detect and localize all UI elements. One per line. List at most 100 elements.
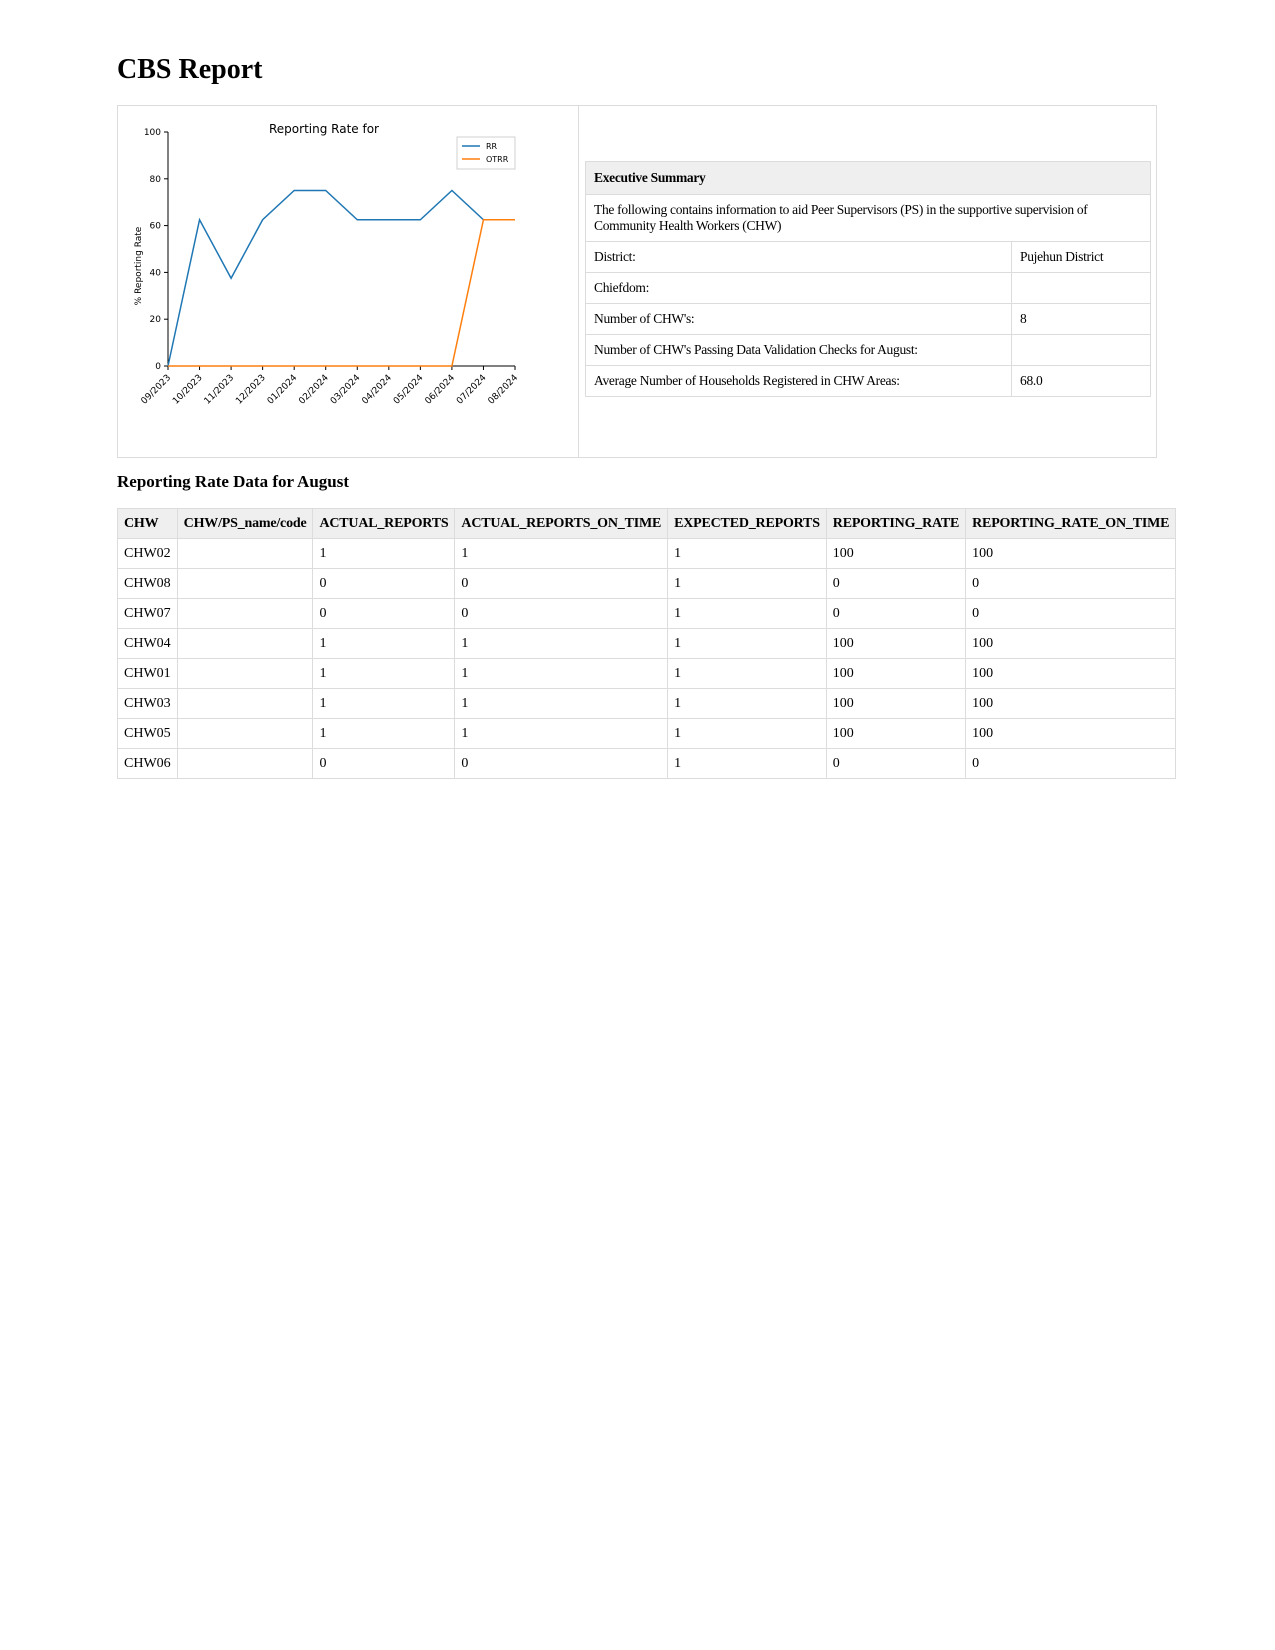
table-cell bbox=[176, 598, 314, 629]
legend-label: RR bbox=[486, 142, 498, 151]
table-cell: 100 bbox=[825, 658, 967, 689]
x-tick-label: 12/2023 bbox=[234, 373, 268, 407]
summary-row: Average Number of Households Registered … bbox=[585, 365, 1151, 397]
table-cell: CHW03 bbox=[117, 688, 178, 719]
table-cell: 100 bbox=[965, 628, 1177, 659]
table-row: CHW07 0 0 1 0 0 bbox=[117, 598, 1177, 629]
page-title: CBS Report bbox=[117, 54, 263, 85]
table-cell: 1 bbox=[667, 718, 827, 749]
y-tick-label: 60 bbox=[150, 222, 162, 232]
table-cell: 1 bbox=[312, 718, 456, 749]
chart-title: Reporting Rate for bbox=[269, 122, 379, 136]
table-cell: 0 bbox=[454, 748, 669, 779]
table-row: CHW06 0 0 1 0 0 bbox=[117, 748, 1177, 779]
x-tick-label: 11/2023 bbox=[203, 373, 237, 407]
x-tick-label: 06/2024 bbox=[424, 373, 458, 407]
table-cell: CHW06 bbox=[117, 748, 178, 779]
y-axis-label: % Reporting Rate bbox=[134, 226, 144, 305]
column-header: CHW bbox=[117, 508, 178, 539]
x-tick-label: 05/2024 bbox=[392, 373, 426, 407]
table-cell: 100 bbox=[825, 628, 967, 659]
table-cell: 1 bbox=[454, 628, 669, 659]
x-tick-label: 09/2023 bbox=[140, 373, 174, 407]
table-header-row: CHW CHW/PS_name/code ACTUAL_REPORTS ACTU… bbox=[117, 508, 1177, 539]
table-cell: 100 bbox=[965, 688, 1177, 719]
summary-value bbox=[1011, 272, 1151, 304]
executive-summary-header: Executive Summary bbox=[585, 161, 1151, 195]
summary-value: 68.0 bbox=[1011, 365, 1151, 397]
x-tick-label: 03/2024 bbox=[329, 373, 363, 407]
column-header: ACTUAL_REPORTS bbox=[312, 508, 456, 539]
table-cell: 1 bbox=[454, 658, 669, 689]
table-cell: 1 bbox=[312, 688, 456, 719]
y-tick-label: 40 bbox=[150, 268, 162, 278]
table-cell: 0 bbox=[825, 598, 967, 629]
table-cell: 0 bbox=[965, 598, 1177, 629]
table-cell: 1 bbox=[312, 658, 456, 689]
table-row: CHW04 1 1 1 100 100 bbox=[117, 628, 1177, 659]
table-cell bbox=[176, 658, 314, 689]
x-tick-label: 04/2024 bbox=[360, 373, 394, 407]
x-tick-label: 01/2024 bbox=[266, 373, 300, 407]
table-cell: 1 bbox=[454, 688, 669, 719]
section-title: Reporting Rate Data for August bbox=[117, 472, 350, 491]
table-cell: 0 bbox=[825, 568, 967, 599]
table-body: CHW02 1 1 1 100 100 CHW08 0 0 1 0 0 CHW07 0 0 1 0 0 CHW04 1… bbox=[117, 538, 1177, 779]
summary-label: Chiefdom: bbox=[585, 272, 1012, 304]
table-cell: 100 bbox=[965, 658, 1177, 689]
reporting-rate-chart: Reporting Rate for 0 20 40 60 80 100 09/2023 1… bbox=[118, 106, 579, 457]
reporting-rate-table: CHW CHW/PS_name/code ACTUAL_REPORTS ACTU… bbox=[117, 508, 1177, 779]
x-tick-label: 07/2024 bbox=[455, 373, 489, 407]
summary-label: Average Number of Households Registered … bbox=[585, 365, 1012, 397]
legend-box bbox=[456, 136, 516, 170]
table-cell: 0 bbox=[454, 598, 669, 629]
table-cell bbox=[176, 718, 314, 749]
table-cell: 1 bbox=[667, 658, 827, 689]
summary-panel: Reporting Rate for 0 20 40 60 80 100 09/2023 1… bbox=[117, 105, 1157, 458]
table-row: CHW02 1 1 1 100 100 bbox=[117, 538, 1177, 569]
table-cell: 1 bbox=[667, 628, 827, 659]
x-tick-label: 08/2024 bbox=[487, 373, 521, 407]
table-cell: 1 bbox=[312, 538, 456, 569]
table-cell: 1 bbox=[667, 688, 827, 719]
table-cell: 0 bbox=[312, 748, 456, 779]
series-line-otrr bbox=[168, 219, 515, 367]
y-tick-label: 100 bbox=[144, 128, 161, 138]
table-cell: CHW02 bbox=[117, 538, 178, 569]
column-header: REPORTING_RATE bbox=[825, 508, 967, 539]
summary-label: Number of CHW's Passing Data Validation … bbox=[585, 334, 1012, 366]
series-line-rr bbox=[167, 189, 515, 367]
table-cell bbox=[176, 748, 314, 779]
table-cell: 1 bbox=[454, 718, 669, 749]
series-group bbox=[167, 189, 515, 367]
summary-value: 8 bbox=[1011, 303, 1151, 335]
table-cell: 1 bbox=[667, 568, 827, 599]
table-cell: 0 bbox=[965, 568, 1177, 599]
y-tick-label: 80 bbox=[150, 175, 162, 185]
table-cell: CHW08 bbox=[117, 568, 178, 599]
y-axis: 0 20 40 60 80 100 bbox=[144, 128, 169, 372]
table-cell: 100 bbox=[965, 538, 1177, 569]
column-header: REPORTING_RATE_ON_TIME bbox=[965, 508, 1177, 539]
table-cell: CHW05 bbox=[117, 718, 178, 749]
table-row: CHW01 1 1 1 100 100 bbox=[117, 658, 1177, 689]
table-row: CHW03 1 1 1 100 100 bbox=[117, 688, 1177, 719]
table-cell: 0 bbox=[825, 748, 967, 779]
executive-summary-table: Executive Summary The following contains… bbox=[585, 161, 1151, 397]
y-tick-label: 0 bbox=[155, 362, 161, 372]
table-row: CHW08 0 0 1 0 0 bbox=[117, 568, 1177, 599]
summary-label: Number of CHW's: bbox=[585, 303, 1012, 335]
summary-value bbox=[1011, 334, 1151, 366]
table-cell: 0 bbox=[454, 568, 669, 599]
x-tick-label: 10/2023 bbox=[171, 373, 205, 407]
summary-value: Pujehun District bbox=[1011, 241, 1151, 273]
table-cell: 0 bbox=[965, 748, 1177, 779]
summary-row: Chiefdom: bbox=[585, 272, 1151, 304]
table-cell bbox=[176, 688, 314, 719]
table-cell: CHW07 bbox=[117, 598, 178, 629]
table-cell: 0 bbox=[312, 598, 456, 629]
table-row: CHW05 1 1 1 100 100 bbox=[117, 718, 1177, 749]
table-cell: CHW01 bbox=[117, 658, 178, 689]
summary-label: District: bbox=[585, 241, 1012, 273]
